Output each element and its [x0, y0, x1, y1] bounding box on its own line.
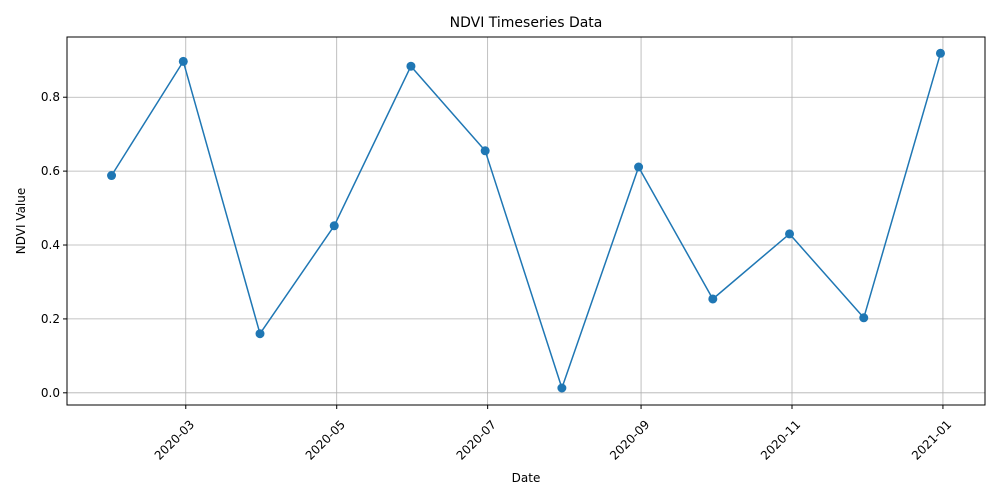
chart-title: NDVI Timeseries Data — [450, 15, 603, 31]
data-point — [480, 146, 490, 156]
y-tick-label: 0.6 — [41, 164, 60, 178]
y-tick-label: 0.0 — [41, 386, 60, 400]
data-point — [859, 313, 869, 323]
series-line — [110, 53, 942, 389]
plot-area-frame — [66, 36, 986, 406]
y-tick-label: 0.8 — [41, 90, 60, 104]
x-axis-title: Date — [512, 471, 541, 485]
data-point — [557, 383, 567, 393]
y-tick-label: 0.2 — [41, 312, 60, 326]
data-point — [255, 329, 265, 339]
data-point — [708, 294, 718, 304]
data-point — [634, 162, 644, 172]
series-layer — [107, 48, 945, 393]
y-axis-ticks: 0.0 0.2 0.4 0.6 0.8 — [41, 90, 67, 400]
data-point — [107, 171, 117, 181]
data-point — [329, 221, 339, 231]
y-axis-title: NDVI Value — [14, 188, 28, 255]
y-tick-label: 0.4 — [41, 238, 60, 252]
grid-lines — [67, 37, 985, 405]
data-point — [178, 56, 188, 66]
data-point — [935, 48, 945, 58]
data-point — [785, 229, 795, 239]
data-point — [406, 61, 416, 71]
